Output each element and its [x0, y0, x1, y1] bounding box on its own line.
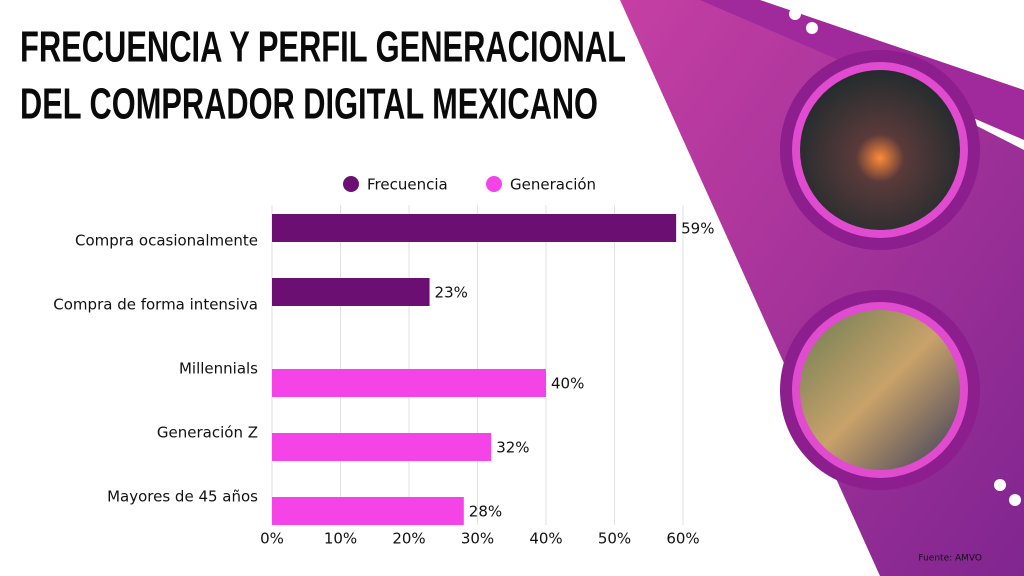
x-tick-label: 40% [529, 530, 562, 548]
x-tick-label: 20% [392, 530, 425, 548]
legend-label: Frecuencia [367, 176, 448, 194]
legend-label: Generación [510, 176, 596, 194]
legend-marker [486, 176, 502, 192]
x-tick-label: 60% [666, 530, 699, 548]
x-tick-label: 0% [260, 530, 284, 548]
value-label: 40% [551, 375, 584, 393]
chart-title: DEL COMPRADOR DIGITAL MEXICANO [20, 80, 598, 129]
source: Fuente: AMVO [918, 554, 982, 564]
y-tick-label: Compra de forma intensiva [53, 296, 258, 314]
bar [272, 497, 464, 525]
x-tick-label: 50% [598, 530, 631, 548]
bar [272, 278, 430, 306]
y-tick-label: Millennials [179, 360, 258, 378]
x-tick-label: 10% [324, 530, 357, 548]
value-label: 32% [496, 439, 529, 457]
y-tick-label: Mayores de 45 años [107, 488, 258, 506]
value-label: 28% [469, 503, 502, 521]
x-tick-label: 30% [461, 530, 494, 548]
y-tick-label: Compra ocasionalmente [75, 232, 258, 250]
decoration [620, 0, 1024, 576]
y-tick-label: Generación Z [157, 424, 258, 442]
bar [272, 214, 677, 242]
value-label: 59% [681, 220, 714, 238]
legend-marker [343, 176, 359, 192]
value-label: 23% [435, 284, 468, 302]
chart-title: FRECUENCIA Y PERFIL GENERACIONAL [20, 23, 626, 72]
bar [272, 369, 546, 397]
bar [272, 433, 492, 461]
